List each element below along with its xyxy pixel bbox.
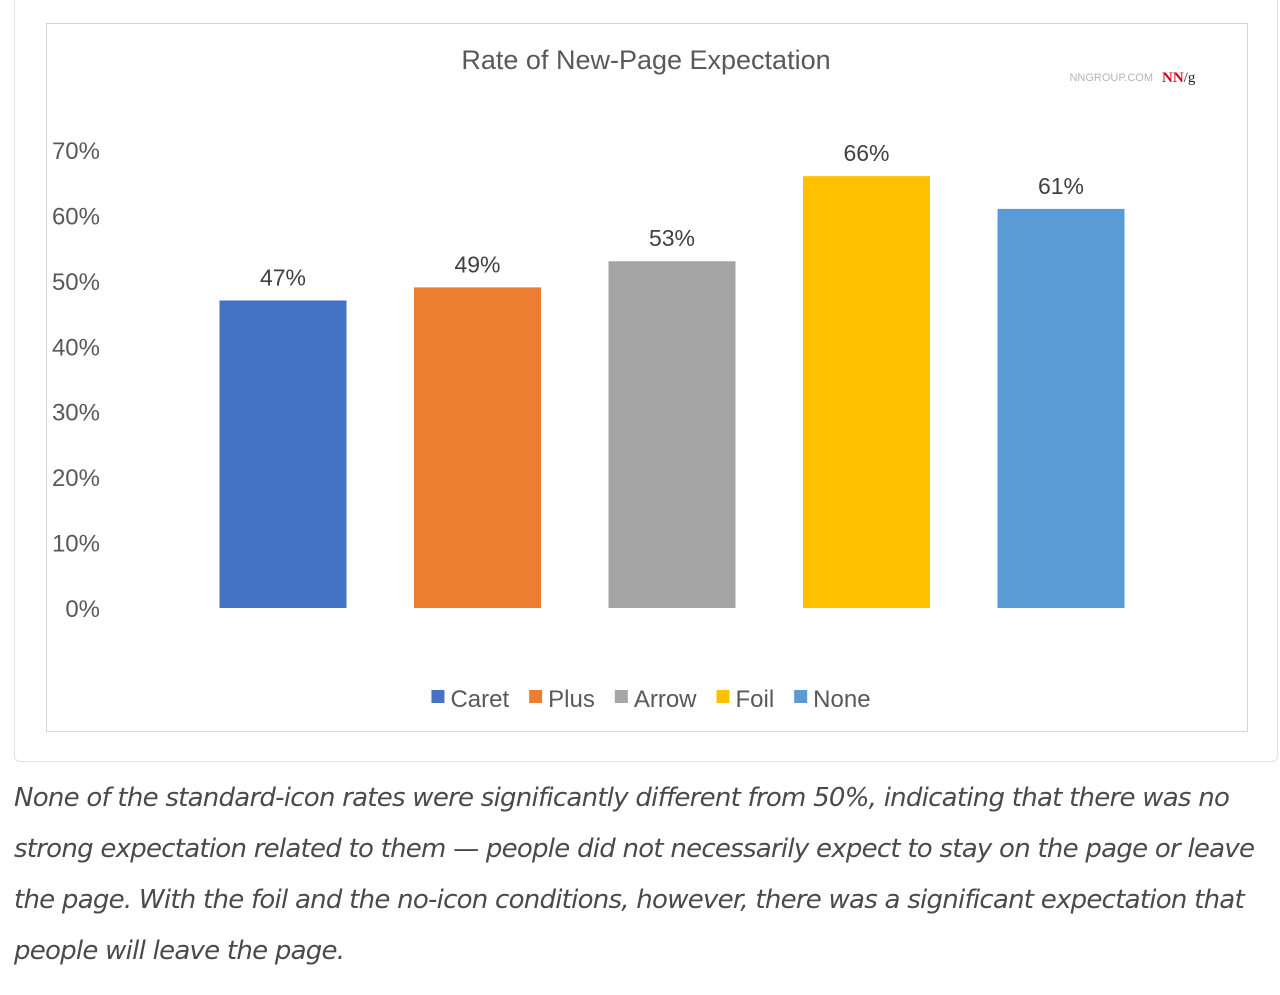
legend-swatch-foil [716, 690, 730, 703]
y-axis: 0% 10% 20% 30% 40% 50% 60% 70% [52, 138, 100, 623]
legend-label-caret: Caret [450, 686, 509, 713]
y-tick-label: 60% [52, 203, 100, 230]
bar-none [997, 208, 1125, 608]
data-label-foil: 66% [843, 140, 889, 166]
legend-swatch-caret [431, 690, 445, 703]
bar-foil [803, 176, 930, 608]
bar-caret [219, 300, 347, 608]
figure-caption: None of the standard-icon rates were sig… [14, 783, 1255, 966]
y-tick-label: 20% [52, 465, 100, 492]
y-tick-label: 40% [52, 334, 100, 361]
y-tick-label: 50% [52, 269, 100, 296]
y-tick-label: 30% [52, 400, 100, 427]
legend: Caret Plus Arrow Foil None [431, 686, 871, 713]
chart-svg: Rate of New-Page Expectation NNGROUP.COM… [52, 45, 1196, 713]
chart-title: Rate of New-Page Expectation [461, 45, 830, 75]
legend-label-none: None [813, 686, 870, 713]
legend-swatch-arrow [614, 690, 628, 703]
legend-label-foil: Foil [736, 686, 775, 713]
data-label-arrow: 53% [649, 225, 695, 251]
legend-swatch-none [794, 690, 808, 703]
legend-label-arrow: Arrow [634, 686, 697, 713]
nng-logo: NN/g [1162, 70, 1196, 86]
source-label: NNGROUP.COM [1069, 72, 1153, 84]
bars [219, 176, 1125, 608]
data-label-caret: 47% [260, 264, 306, 290]
bar-plus [414, 287, 541, 608]
legend-swatch-plus [529, 690, 543, 703]
nng-logo-main: NN [1162, 70, 1184, 86]
data-label-plus: 49% [454, 251, 500, 277]
y-tick-label: 0% [65, 596, 100, 623]
y-tick-label: 10% [52, 531, 100, 558]
legend-label-plus: Plus [548, 686, 595, 713]
data-labels: 47% 49% 53% 66% 61% [260, 140, 1084, 290]
bar-arrow [608, 261, 736, 608]
y-tick-label: 70% [52, 138, 100, 165]
nng-logo-suffix: /g [1184, 70, 1196, 86]
data-label-none: 61% [1038, 173, 1084, 199]
